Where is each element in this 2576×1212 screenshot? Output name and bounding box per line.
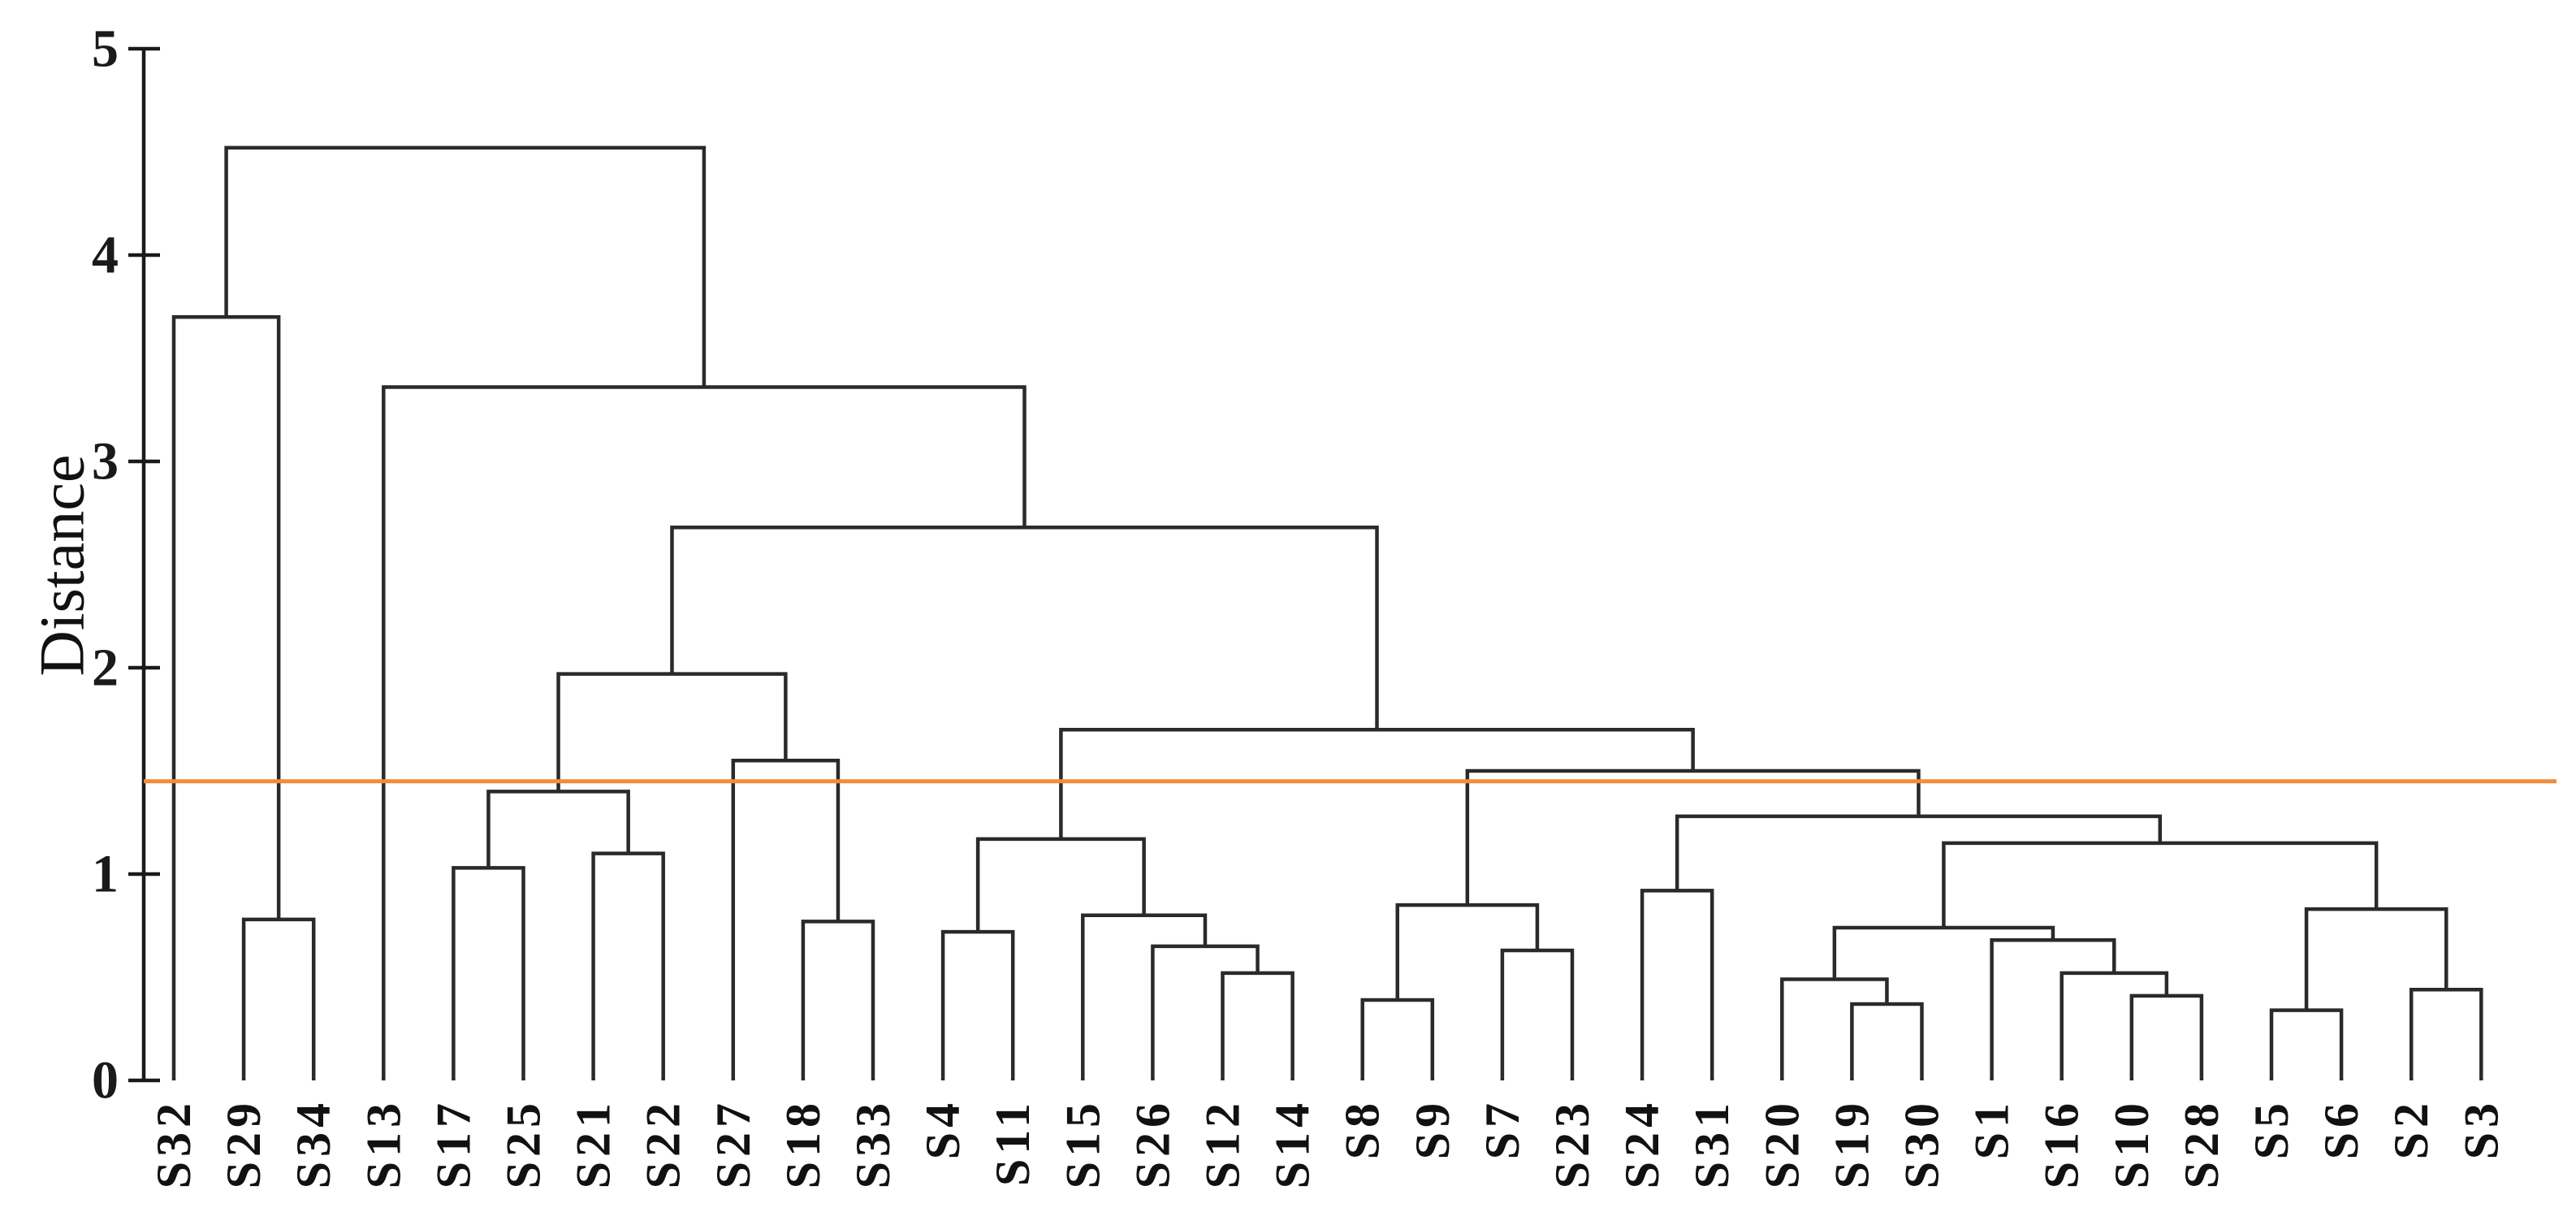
- cluster-link-M18: [1850, 1002, 1924, 1080]
- cluster-link-M28: [1675, 814, 2163, 891]
- cluster-link-M4: [591, 851, 665, 1080]
- leaf-label-S12: S12: [1196, 1098, 1250, 1188]
- leaf-label-S11: S11: [986, 1098, 1039, 1186]
- cluster-link-M13: [975, 837, 1146, 933]
- cluster-link-M12: [1081, 913, 1208, 1080]
- leaf-label-S30: S30: [1895, 1098, 1949, 1188]
- y-axis-tick-label: 4: [92, 226, 119, 285]
- cluster-link-M20: [2129, 993, 2204, 1080]
- leaf-label-S2: S2: [2384, 1098, 2438, 1159]
- leaf-label-S28: S28: [2175, 1098, 2228, 1188]
- cluster-link-M5: [486, 790, 630, 868]
- leaf-label-S8: S8: [1336, 1098, 1390, 1159]
- leaf-label-S14: S14: [1266, 1098, 1320, 1188]
- y-axis-title: Distance: [27, 455, 97, 677]
- leaf-label-S24: S24: [1615, 1098, 1669, 1188]
- cluster-link-M19: [1780, 977, 1889, 1080]
- cluster-link-M9: [940, 929, 1015, 1080]
- leaf-label-S1: S1: [1965, 1098, 2019, 1159]
- cluster-link-M32: [382, 385, 1027, 1080]
- cluster-link-M1: [241, 917, 316, 1080]
- y-axis-tick-label: 5: [92, 19, 119, 79]
- y-axis-tick-label: 0: [92, 1051, 119, 1110]
- leaf-label-S33: S33: [846, 1098, 900, 1188]
- leaf-label-S17: S17: [426, 1098, 480, 1188]
- cluster-link-M10: [1221, 971, 1294, 1080]
- cluster-link-M22: [1990, 938, 2116, 1080]
- leaf-label-S7: S7: [1476, 1098, 1529, 1159]
- cluster-link-M33: [224, 145, 707, 387]
- leaf-label-S22: S22: [637, 1098, 690, 1188]
- cluster-link-M27: [1942, 841, 2379, 928]
- leaf-label-S23: S23: [1545, 1098, 1599, 1188]
- cluster-link-M29: [1465, 768, 1921, 906]
- cluster-link-M25: [2409, 987, 2483, 1080]
- y-axis: 0 1 2 3 4 5: [92, 19, 160, 1110]
- leaf-label-S21: S21: [567, 1098, 620, 1188]
- dendrogram-tree: [171, 145, 2483, 1080]
- cluster-link-M14: [1360, 998, 1435, 1080]
- leaf-label-S26: S26: [1126, 1098, 1179, 1188]
- leaf-label-S19: S19: [1825, 1098, 1878, 1188]
- cluster-link-M8: [556, 672, 788, 792]
- leaf-label-S16: S16: [2035, 1098, 2089, 1188]
- cluster-link-M6: [801, 920, 875, 1080]
- leaf-label-S34: S34: [287, 1098, 340, 1188]
- leaf-label-S13: S13: [357, 1098, 410, 1188]
- leaf-label-S32: S32: [147, 1098, 201, 1188]
- y-axis-tick-label: 1: [92, 845, 119, 904]
- leaf-label-S10: S10: [2105, 1098, 2159, 1188]
- leaf-label-S29: S29: [217, 1098, 270, 1188]
- cluster-link-M23: [1832, 925, 2055, 980]
- cluster-link-M31: [670, 526, 1379, 730]
- leaf-label-S3: S3: [2454, 1098, 2508, 1159]
- cluster-link-M11: [1151, 944, 1260, 1080]
- cluster-link-M15: [1500, 948, 1575, 1080]
- leaf-label-S4: S4: [916, 1098, 970, 1159]
- leaf-label-S9: S9: [1406, 1098, 1459, 1159]
- leaf-label-S5: S5: [2245, 1098, 2298, 1159]
- cluster-link-M3: [452, 866, 525, 1080]
- leaf-label-S6: S6: [2315, 1098, 2368, 1159]
- y-axis-tick-label: 3: [92, 432, 119, 491]
- y-axis-tick-label: 2: [92, 638, 119, 698]
- leaf-label-S20: S20: [1755, 1098, 1809, 1188]
- leaf-labels: S32 S29 S34 S13 S17 S25 S21 S22 S27 S18 S33 S4 S11 S1…: [147, 1098, 2508, 1188]
- cluster-link-M16: [1395, 903, 1540, 1000]
- cluster-link-M30: [1059, 727, 1695, 839]
- leaf-label-S15: S15: [1056, 1098, 1109, 1188]
- leaf-label-S25: S25: [497, 1098, 551, 1188]
- cluster-link-M21: [2060, 971, 2169, 1080]
- cluster-link-M17: [1640, 889, 1714, 1080]
- leaf-label-S31: S31: [1685, 1098, 1739, 1188]
- leaf-label-S18: S18: [776, 1098, 830, 1188]
- cluster-link-M26: [2304, 907, 2448, 1011]
- leaf-label-S27: S27: [707, 1098, 760, 1188]
- cluster-link-M24: [2269, 1008, 2344, 1080]
- cluster-link-M2: [171, 314, 281, 1080]
